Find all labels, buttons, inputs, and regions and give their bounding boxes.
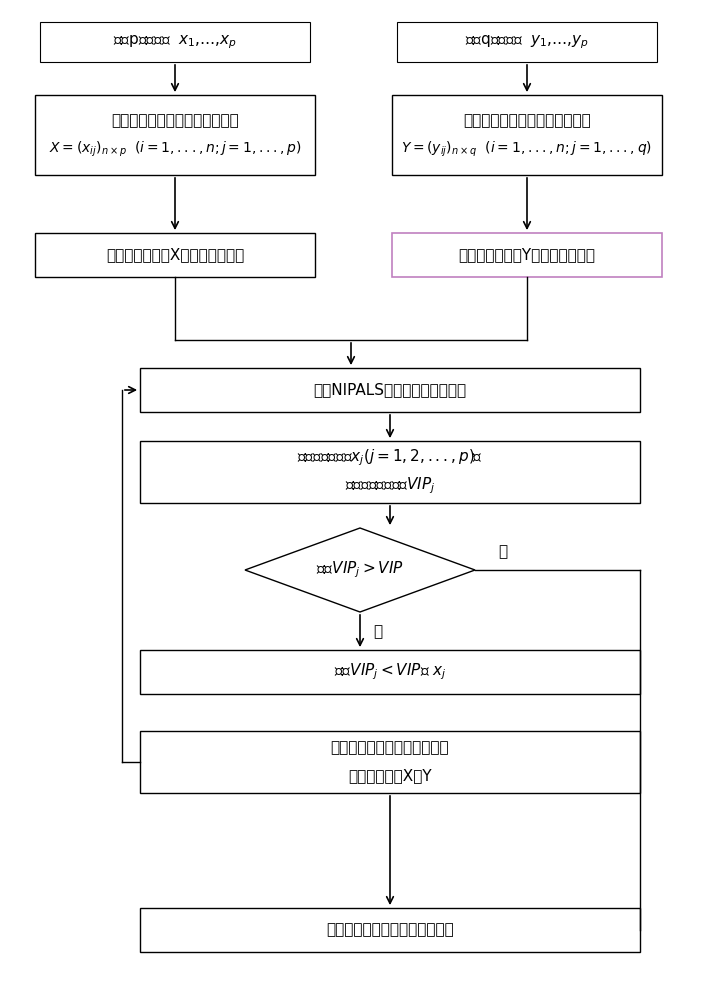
Text: 从历史数据库构建应变量数据阵: 从历史数据库构建应变量数据阵 bbox=[463, 113, 591, 128]
Text: 建立q个应变量  $y_1$,…,$y_p$: 建立q个应变量 $y_1$,…,$y_p$ bbox=[465, 33, 589, 51]
Text: 所有$VIP_j>VIP$: 所有$VIP_j>VIP$ bbox=[316, 560, 404, 580]
Text: 建立p个自变量  $x_1$,…,$x_p$: 建立p个自变量 $x_1$,…,$x_p$ bbox=[113, 33, 237, 51]
Text: 采用NIPALS方法进行主成分提取: 采用NIPALS方法进行主成分提取 bbox=[313, 382, 467, 397]
Text: 对自变量数据阵X进行标准化处理: 对自变量数据阵X进行标准化处理 bbox=[106, 247, 244, 262]
Text: $X=\left(x_{ij}\right)_{n\times p}$  $(i=1,...,n; j=1,...,p)$: $X=\left(x_{ij}\right)_{n\times p}$ $(i=… bbox=[48, 139, 301, 159]
Bar bbox=[140, 368, 640, 412]
Text: 否: 否 bbox=[373, 624, 383, 640]
Text: 计算每个自变量$x_j$($j=1,2,...,p$)的: 计算每个自变量$x_j$($j=1,2,...,p$)的 bbox=[297, 448, 483, 468]
Text: $Y=\left(y_{ij}\right)_{n\times q}$  $(i=1,...,n; j=1,...,q)$: $Y=\left(y_{ij}\right)_{n\times q}$ $(i=… bbox=[402, 139, 653, 159]
Text: 从历史数据库构建自变量数据阵: 从历史数据库构建自变量数据阵 bbox=[111, 113, 239, 128]
Text: 量投影重要性指标$VIP_j$: 量投影重要性指标$VIP_j$ bbox=[345, 476, 435, 496]
Bar bbox=[140, 731, 640, 793]
Bar bbox=[40, 22, 310, 62]
Bar bbox=[35, 233, 315, 277]
Text: 对应变量数据阵Y进行标准化处理: 对应变量数据阵Y进行标准化处理 bbox=[458, 247, 595, 262]
Text: 剩余自变量和全部因变量重新: 剩余自变量和全部因变量重新 bbox=[331, 740, 449, 756]
Text: 删除$VIP_j<VIP$的 $x_j$: 删除$VIP_j<VIP$的 $x_j$ bbox=[333, 662, 446, 682]
Bar bbox=[392, 233, 662, 277]
Bar bbox=[140, 908, 640, 952]
Bar bbox=[35, 95, 315, 175]
Bar bbox=[140, 441, 640, 503]
Polygon shape bbox=[245, 528, 475, 612]
Bar bbox=[140, 650, 640, 694]
Bar bbox=[397, 22, 657, 62]
Text: 得到最终筛选出的自变量的集合: 得到最终筛选出的自变量的集合 bbox=[326, 922, 454, 938]
Text: 构成数据矩阵X和Y: 构成数据矩阵X和Y bbox=[348, 768, 432, 784]
Text: 是: 是 bbox=[498, 544, 508, 560]
Bar bbox=[392, 95, 662, 175]
